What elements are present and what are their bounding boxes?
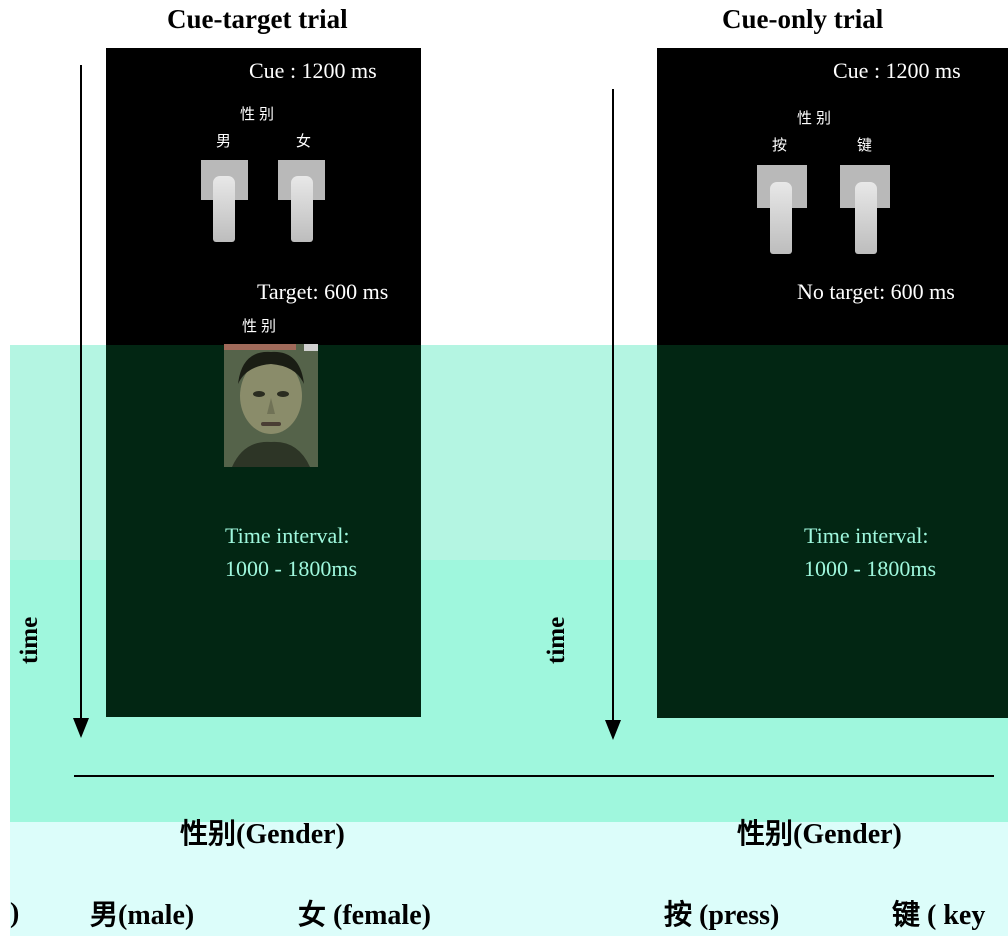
left-cue-right-char: 女 [296, 132, 316, 150]
legend-male: 男(male) [90, 893, 194, 933]
right-interval-line2: 1000 - 1800ms [804, 556, 936, 581]
legend-right-heading-en: (Gender) [793, 819, 902, 850]
left-finger-icon-left [213, 176, 235, 242]
right-panel-upper [657, 48, 1008, 345]
left-finger-icon-right [291, 176, 313, 242]
legend-female-en: (female) [326, 900, 431, 931]
legend-press-en: (press) [692, 900, 780, 931]
legend-male-en: (male) [118, 900, 195, 931]
overlay-band-bottom [10, 822, 1008, 936]
left-time-label: time [16, 616, 43, 664]
right-finger-icon-right [855, 182, 877, 254]
right-panel-title: Cue-only trial [722, 4, 884, 34]
legend-female-cjk: 女 [298, 898, 327, 931]
legend-key: 键 ( key [892, 893, 985, 933]
legend-press: 按 (press) [664, 893, 779, 933]
right-time-arrow [605, 89, 621, 740]
right-cue-label: Cue : 1200 ms [833, 58, 961, 83]
right-interval-line1: Time interval: [804, 523, 929, 548]
right-cue-heading: 性别 [797, 109, 836, 127]
left-cue-heading: 性别 [240, 105, 279, 123]
right-panel-lower [657, 345, 1008, 718]
right-time-label: time [543, 616, 570, 664]
face-photo [224, 344, 318, 467]
legend-press-cjk: 按 [664, 898, 693, 931]
legend-divider [74, 775, 994, 777]
left-time-arrow [73, 65, 89, 738]
right-cue-right-char: 键 [857, 136, 877, 154]
legend-right-heading: 性别(Gender) [737, 812, 902, 852]
legend-left-heading-en: (Gender) [236, 819, 345, 850]
left-interval-line2: 1000 - 1800ms [225, 556, 357, 581]
legend-key-cjk: 键 [892, 898, 921, 931]
legend-left-heading-cjk: 性别 [180, 817, 237, 850]
left-target-heading: 性别 [242, 317, 281, 335]
legend-left-edge: ) [10, 898, 20, 929]
left-target-label: Target: 600 ms [257, 279, 389, 304]
right-finger-icon-left [770, 182, 792, 254]
left-panel-title: Cue-target trial [167, 4, 348, 34]
left-interval-line1: Time interval: [225, 523, 350, 548]
left-cue-left-char: 男 [216, 132, 236, 150]
legend-right-heading-cjk: 性别 [737, 817, 794, 850]
legend-male-cjk: 男 [90, 898, 119, 931]
left-panel-upper [106, 48, 421, 345]
left-cue-label: Cue : 1200 ms [249, 58, 377, 83]
legend-female: 女 (female) [298, 893, 431, 933]
right-cue-left-char: 按 [772, 136, 792, 154]
legend-left-heading: 性别(Gender) [180, 812, 345, 852]
legend-key-en: ( key [920, 900, 986, 931]
right-notarget-label: No target: 600 ms [797, 279, 955, 304]
